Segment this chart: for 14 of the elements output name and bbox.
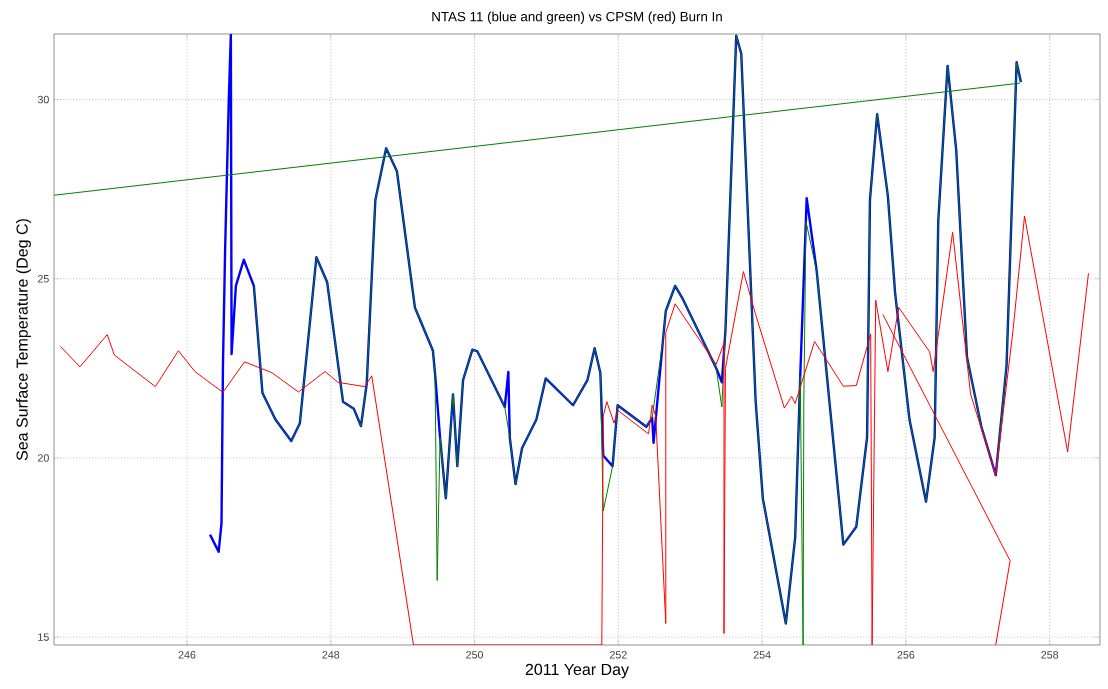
chart-title: NTAS 11 (blue and green) vs CPSM (red) Burn In (432, 11, 722, 24)
x-tick-label: 258 (1041, 651, 1059, 659)
y-axis-title: Sea Surface Temperature (Deg C) (16, 219, 31, 461)
y-tick-label: 20 (37, 454, 49, 462)
y-tick-label: 25 (37, 274, 49, 283)
x-tick-label: 256 (897, 651, 915, 659)
x-tick-label: 254 (753, 651, 771, 659)
x-tick-label: 250 (466, 651, 484, 659)
x-axis-title: 2011 Year Day (525, 663, 629, 679)
y-tick-label: 30 (37, 95, 49, 104)
x-tick-label: 252 (609, 651, 627, 659)
x-tick-label: 246 (178, 651, 196, 659)
y-tick-label: 15 (38, 633, 49, 641)
x-tick-label: 248 (322, 651, 340, 659)
